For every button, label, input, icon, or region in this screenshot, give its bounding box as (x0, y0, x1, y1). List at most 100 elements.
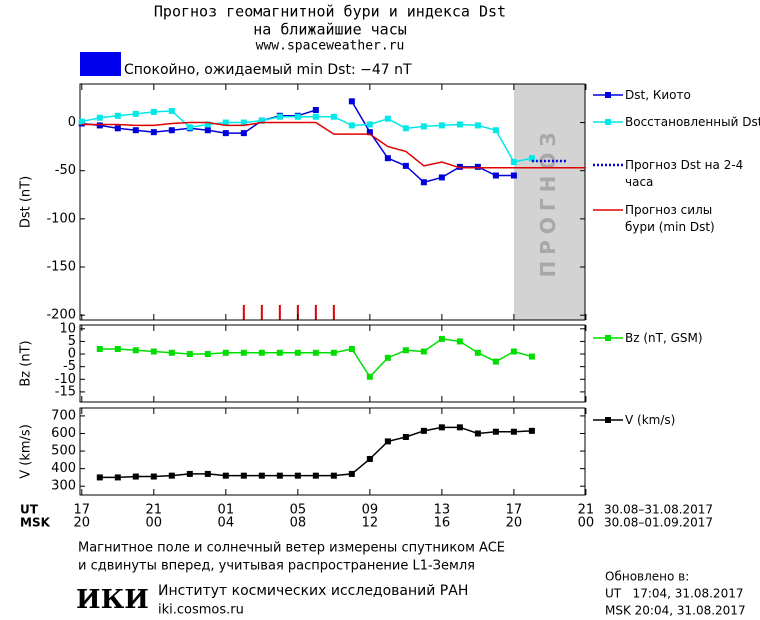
data-point (348, 122, 355, 129)
y-tick-label: -150 (46, 260, 76, 275)
data-point (186, 124, 193, 131)
data-point (402, 434, 409, 440)
series-line (81, 100, 514, 184)
data-point (78, 118, 85, 125)
data-point (204, 470, 211, 477)
x-tick-label: 00 (578, 516, 595, 531)
data-point (492, 428, 499, 435)
data-point (456, 424, 463, 431)
data-point (528, 155, 535, 162)
data-point (294, 113, 301, 120)
data-point (258, 472, 265, 479)
data-point (150, 473, 157, 480)
data-point (348, 470, 355, 477)
plot-frame (79, 324, 586, 403)
legend-label: Восстановленный Dst (625, 115, 760, 129)
data-point (492, 358, 499, 365)
forecast-zone (513, 84, 585, 320)
series-line (81, 121, 586, 169)
data-point (204, 351, 211, 358)
x-tick-label: 00 (146, 516, 163, 531)
x-row-label: UT (20, 503, 39, 517)
data-point (312, 349, 319, 356)
data-point (348, 345, 355, 352)
data-point (474, 122, 481, 129)
data-point (402, 347, 409, 354)
data-point (168, 472, 175, 479)
plot-frame (79, 83, 586, 321)
x-row-label: MSK (20, 516, 51, 530)
y-tick-label: 600 (51, 426, 76, 441)
data-point (294, 349, 301, 356)
data-point (312, 472, 319, 479)
y-tick-label: 10 (59, 321, 76, 336)
data-point (366, 373, 373, 380)
y-tick-label: 300 (51, 479, 76, 494)
data-point (366, 121, 373, 128)
data-point (150, 348, 157, 355)
data-point (510, 172, 517, 179)
data-point (276, 349, 283, 356)
data-point (168, 349, 175, 356)
data-point (276, 113, 283, 120)
data-point (222, 130, 229, 137)
data-point (456, 121, 463, 128)
data-point (330, 349, 337, 356)
title: Прогноз геомагнитной бури и индекса Dst (154, 3, 506, 21)
legend-marker (605, 335, 611, 341)
data-point (438, 122, 445, 129)
note: Магнитное поле и солнечный ветер измерен… (78, 541, 505, 556)
site: iki.cosmos.ru (158, 603, 244, 618)
data-point (528, 353, 535, 360)
plot-frame (79, 407, 586, 496)
y-tick-label: 700 (51, 408, 76, 423)
data-point (420, 179, 427, 186)
y-tick-label: -10 (55, 372, 76, 387)
updated-ut: UT 17:04, 31.08.2017 (605, 587, 743, 601)
legend-marker (605, 119, 611, 125)
x-tick-label: 09 (362, 503, 379, 518)
data-point (402, 125, 409, 132)
data-point (258, 117, 265, 124)
data-point (114, 345, 121, 352)
data-point (222, 349, 229, 356)
y-tick-label: -100 (46, 211, 76, 226)
data-point (114, 125, 121, 132)
series-line (99, 338, 533, 378)
x-tick-label: 13 (434, 503, 451, 518)
data-point (330, 472, 337, 479)
data-point (186, 351, 193, 358)
y-tick-label: 500 (51, 444, 76, 459)
data-point (456, 338, 463, 345)
x-tick-label: 08 (290, 516, 307, 531)
y-tick-label: -15 (55, 384, 76, 399)
updated-msk: MSK 20:04, 31.08.2017 (605, 604, 746, 618)
x-tick-label: 21 (578, 503, 595, 518)
data-point (384, 354, 391, 361)
series-line (81, 110, 533, 163)
data-point (438, 174, 445, 181)
data-point (510, 348, 517, 355)
data-point (240, 130, 247, 137)
y-axis-label: V (km/s) (19, 424, 34, 479)
y-axis-label: Dst (nT) (19, 176, 34, 228)
data-point (168, 127, 175, 134)
data-point (420, 427, 427, 434)
data-point (474, 430, 481, 437)
date-range: 30.08–01.09.2017 (604, 516, 713, 530)
data-point (96, 114, 103, 121)
data-point (132, 127, 139, 134)
data-point (132, 110, 139, 117)
legend-label: Прогноз силы бури (min Dst) (625, 203, 715, 234)
x-tick-label: 01 (218, 503, 235, 518)
data-point (366, 455, 373, 462)
data-point (312, 113, 319, 120)
data-point (312, 107, 319, 114)
legend-label: Dst, Киото (625, 88, 691, 102)
x-tick-label: 20 (74, 516, 91, 531)
data-point (240, 472, 247, 479)
y-tick-label: 0 (68, 347, 76, 362)
data-point (438, 424, 445, 431)
data-point (492, 172, 499, 179)
institute: Институт космических исследований РАН (158, 583, 468, 599)
